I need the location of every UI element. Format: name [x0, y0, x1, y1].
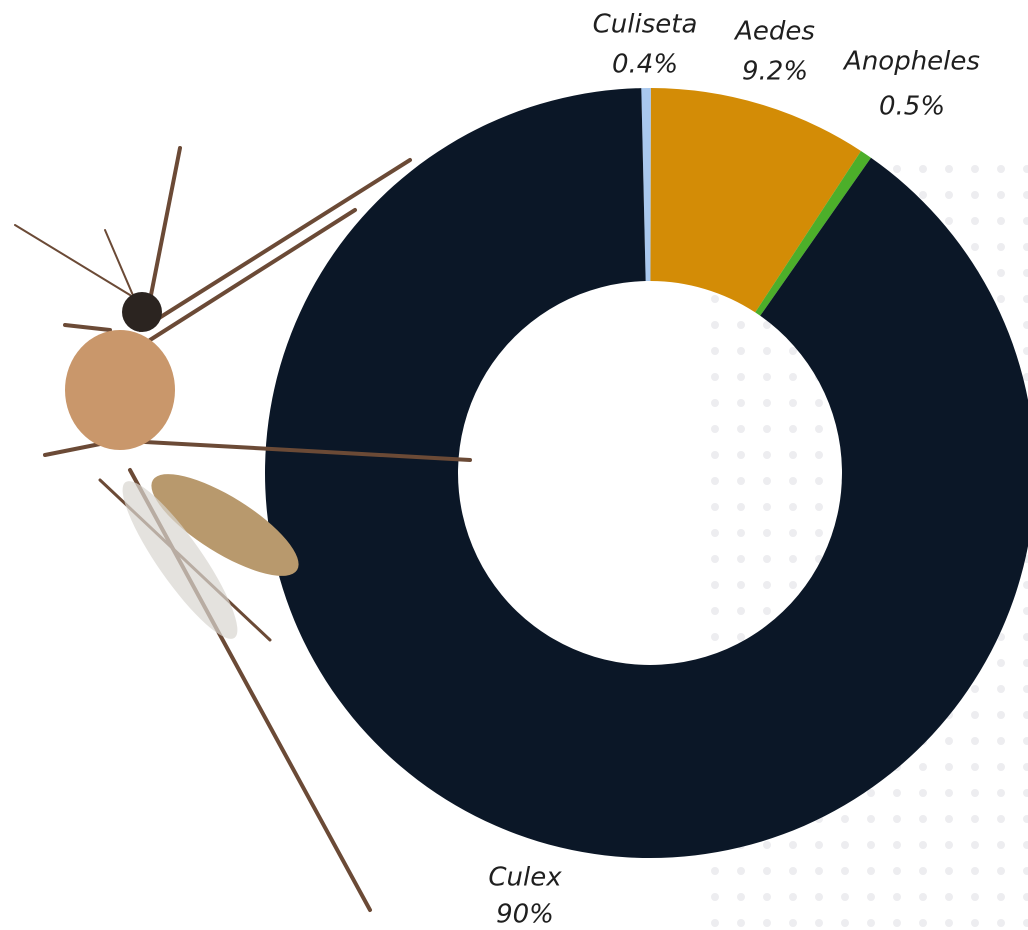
- donut-segment: [650, 88, 861, 313]
- donut-segment: [641, 88, 651, 282]
- donut: [265, 88, 1028, 858]
- donut-segment: [755, 150, 871, 316]
- segment-name: Culiseta: [593, 10, 698, 40]
- segment-value-label: 0.5%: [879, 92, 945, 122]
- segment-value-label: 9.2%: [742, 57, 808, 87]
- segment-name: Culex: [488, 863, 562, 893]
- segment-value-label: 0.4%: [612, 50, 678, 80]
- donut-segment: [265, 88, 1028, 858]
- segment-name: Anopheles: [842, 47, 980, 77]
- mosquito-illustration: [14, 146, 472, 912]
- segment-value-label: 90%: [496, 900, 554, 930]
- segment-name: Aedes: [733, 17, 815, 47]
